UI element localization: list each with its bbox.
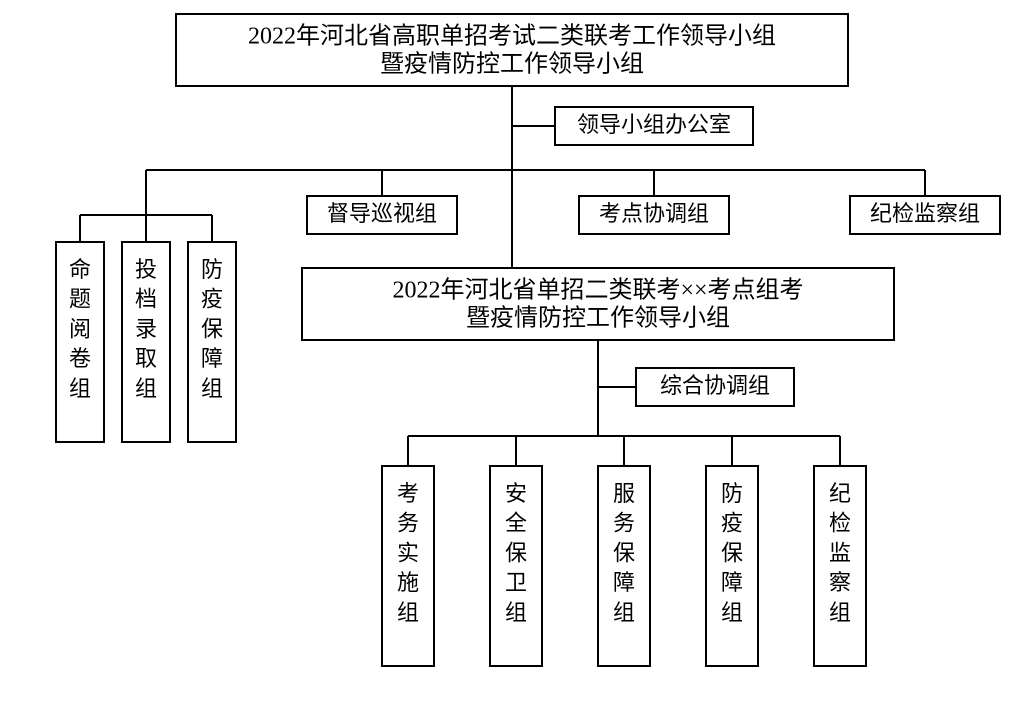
bottom-e-text: 纪检监察组 [829,481,851,625]
mid-a-text: 督导巡视组 [327,201,437,226]
office-text: 领导小组办公室 [577,112,731,137]
bottom-c-text: 服务保障组 [613,481,635,625]
bottom-a-text: 考务实施组 [397,481,419,625]
mid-b-text: 考点协调组 [599,201,709,226]
root-line1: 2022年河北省高职单招考试二类联考工作领导小组 [248,23,776,50]
left-a-text: 命题阅卷组 [69,257,91,401]
mid-c-text: 纪检监察组 [870,201,980,226]
coord-text: 综合协调组 [660,373,770,398]
sub-line2: 暨疫情防控工作领导小组 [466,305,730,332]
left-b-text: 投档录取组 [135,257,157,401]
root-line2: 暨疫情防控工作领导小组 [380,51,644,78]
bottom-b-text: 安全保卫组 [505,481,527,625]
bottom-d-text: 防疫保障组 [721,481,743,625]
left-c-text: 防疫保障组 [201,257,223,401]
sub-line1: 2022年河北省单招二类联考××考点组考 [392,277,803,304]
